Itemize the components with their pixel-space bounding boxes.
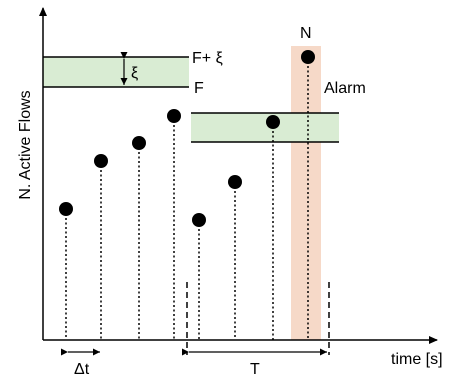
- sample-point: [192, 213, 206, 227]
- sample-points: [59, 50, 315, 227]
- sample-point: [59, 202, 73, 216]
- sample-point: [132, 136, 146, 150]
- sample-point-alarm: [301, 50, 315, 64]
- sample-point: [266, 115, 280, 129]
- x-axis-label: time [s]: [391, 351, 443, 368]
- alarm-highlight: [291, 46, 321, 340]
- sample-point: [94, 154, 108, 168]
- point-n-label: N: [300, 25, 312, 42]
- period-label: T: [250, 361, 260, 378]
- threshold-label: F: [194, 80, 204, 97]
- y-axis-label: N. Active Flows: [17, 90, 34, 199]
- threshold-band-2: [191, 113, 339, 142]
- xi-label: ξ: [131, 65, 138, 82]
- sample-point: [228, 175, 242, 189]
- sample-stems: [65, 57, 309, 340]
- threshold-band-1: [43, 57, 189, 87]
- sample-point: [167, 109, 181, 123]
- delta-t-label: Δt: [74, 361, 90, 378]
- threshold-upper-label: F+ ξ: [192, 50, 223, 67]
- alarm-label: Alarm: [324, 80, 366, 97]
